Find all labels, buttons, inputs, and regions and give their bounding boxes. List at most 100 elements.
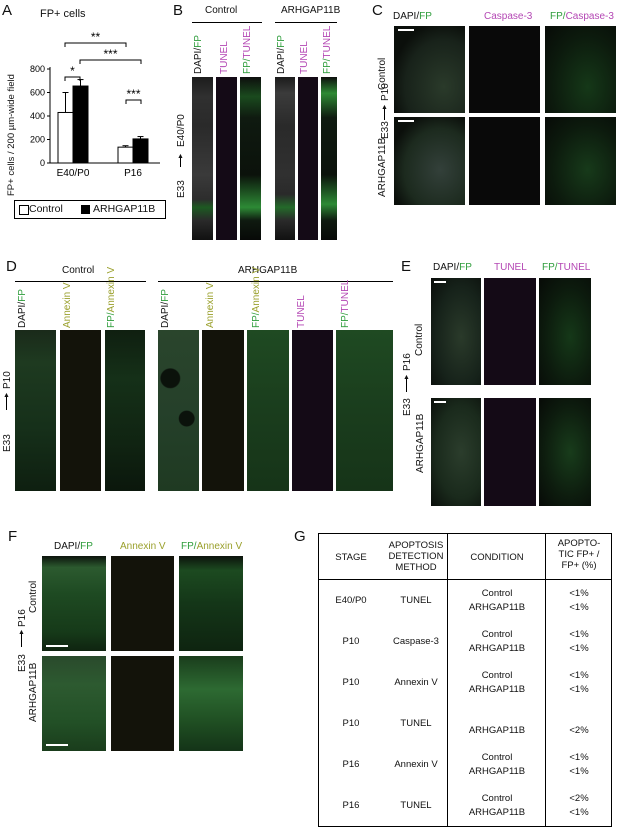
col-label-d-fp-annexin: FP/Annexin V [106,266,117,328]
table-cell-value: <1% [569,602,589,613]
col-label-e-tunel: TUNEL [494,262,527,273]
micro-d-arhgap-dapi [158,330,199,491]
col-label-c-dapi-fp: DAPI/FP [393,11,432,22]
bar-arhgap [132,138,149,164]
micro-c-arhgap-dapi [394,117,465,205]
side-label-c-end: P10 [380,83,391,101]
micro-d-arhgap-fp-tunel [336,330,393,491]
table-cell-value: <2% [569,793,589,804]
col-label-d-dapi-fp-2: DAPI/FP [160,289,171,328]
chart-title: FP+ cells [40,8,86,20]
micro-b-control-fp-tunel [240,77,261,240]
micro-b-control-tunel [216,77,237,240]
col-label-dapi-fp: DAPI/FP [193,35,204,74]
table-cell-stage: P16 [342,800,360,811]
header-apoptotic: APOPTO-TIC FP+ / FP+ (%) [557,538,601,571]
micro-d-control-dapi [15,330,56,491]
row-label-f-arhgap: ARHGAP11B [28,662,39,722]
table-cell-value: <1% [569,684,589,695]
table-cell-method: TUNEL [400,595,432,606]
table-cell-stage: P16 [342,759,360,770]
table-cell-method: Annexin V [394,759,438,770]
summary-table: STAGE APOPTOSIS DETECTION METHOD CONDITI… [318,533,612,827]
row-label-f-control: Control [28,580,39,613]
micro-b-arhgap-fp-tunel [321,77,337,240]
y-tick-label: 600 [30,88,45,98]
table-cell-condition: ARHGAP11B [468,684,526,695]
panel-label-d: D [6,258,17,275]
group-label-control: Control [205,5,238,16]
side-label-e-start: E33 [402,398,413,416]
row-label-e-arhgap: ARHGAP11B [415,413,426,473]
x-tick-label: P16 [124,168,142,179]
sig-label-1-bracket [64,42,127,47]
col-label-d-annexin-2: Annexin V [205,282,216,328]
row-label-c-arhgap: ARHGAP11B [377,137,388,197]
side-label-d-start: E33 [2,434,13,452]
table-cell-value: <1% [569,588,589,599]
chart-legend: Control ARHGAP11B [14,200,166,219]
micro-f-arhgap-annexin [111,656,174,751]
col-label-e-fp-tunel: FP/TUNEL [542,262,591,273]
table-cell-method: TUNEL [400,800,432,811]
col-label-f-annexin: Annexin V [120,541,166,552]
col-label-dapi-fp-2: DAPI/FP [276,35,287,74]
micro-c-arhgap-caspase [469,117,540,205]
table-cell-value: <1% [569,643,589,654]
group-label-d-arhgap: ARHGAP11B [238,265,298,276]
table-cell-value: <1% [569,752,589,763]
micro-d-arhgap-fp-annexin [247,330,289,491]
panel-label-c: C [372,2,383,19]
bar-control [117,146,134,164]
panel-label-f: F [8,528,18,545]
table-cell-condition: Control [481,588,513,599]
micro-b-arhgap-tunel [298,77,318,240]
col-label-tunel: TUNEL [219,41,230,74]
sig-label-1: ** [91,30,101,44]
table-cell-condition: Control [481,629,513,640]
table-cell-condition: ARHGAP11B [468,643,526,654]
col-label-e-dapi-fp: DAPI/FP [433,262,472,273]
sig-label-3-bracket [79,59,142,64]
table-cell-value: <1% [569,807,589,818]
col-label-f-dapi-fp: DAPI/FP [54,541,93,552]
micro-d-arhgap-tunel [292,330,333,491]
table-cell-value: <1% [569,670,589,681]
y-tick-label: 800 [30,64,45,74]
table-cell-condition: ARHGAP11B [468,725,526,736]
micro-c-arhgap-fp-caspase [545,117,616,205]
y-tick-label: 400 [30,111,45,121]
col-label-c-caspase: Caspase-3 [484,11,533,22]
legend-swatch-arhgap [81,205,90,214]
header-condition: CONDITION [470,552,524,563]
col-label-d-fp-tunel: FP/TUNEL [340,279,351,328]
side-label-b-start: E33 [176,180,187,198]
y-tick-label: 200 [30,135,45,145]
side-label-f-end: P16 [17,609,28,627]
table-cell-stage: P10 [342,677,360,688]
micro-e-control-tunel [484,278,536,385]
micro-f-control-dapi [42,556,106,651]
bar-arhgap [72,85,89,164]
scale-bar [434,401,446,403]
side-label-d-end: P10 [2,371,13,389]
group-label-arhgap: ARHGAP11B [281,5,341,16]
scale-bar [46,645,68,647]
table-cell-stage: E40/P0 [335,595,367,606]
micro-d-control-annexin [60,330,101,491]
table-cell-method: TUNEL [400,718,432,729]
side-label-b-end: E40/P0 [176,114,187,147]
micro-f-arhgap-fp-annexin [179,656,243,751]
table-cell-value: <1% [569,629,589,640]
micro-b-arhgap-dapi [275,77,295,240]
col-label-f-fp-annexin: FP/Annexin V [181,541,243,552]
micro-e-arhgap-tunel [484,398,536,506]
col-label-d-annexin: Annexin V [62,282,73,328]
table-cell-method: Annexin V [394,677,438,688]
sig-label-4: *** [126,87,140,101]
panel-label-a: A [2,2,13,19]
micro-d-arhgap-annexin [202,330,244,491]
micro-c-control-fp-caspase [545,26,616,113]
scale-bar [398,29,414,31]
